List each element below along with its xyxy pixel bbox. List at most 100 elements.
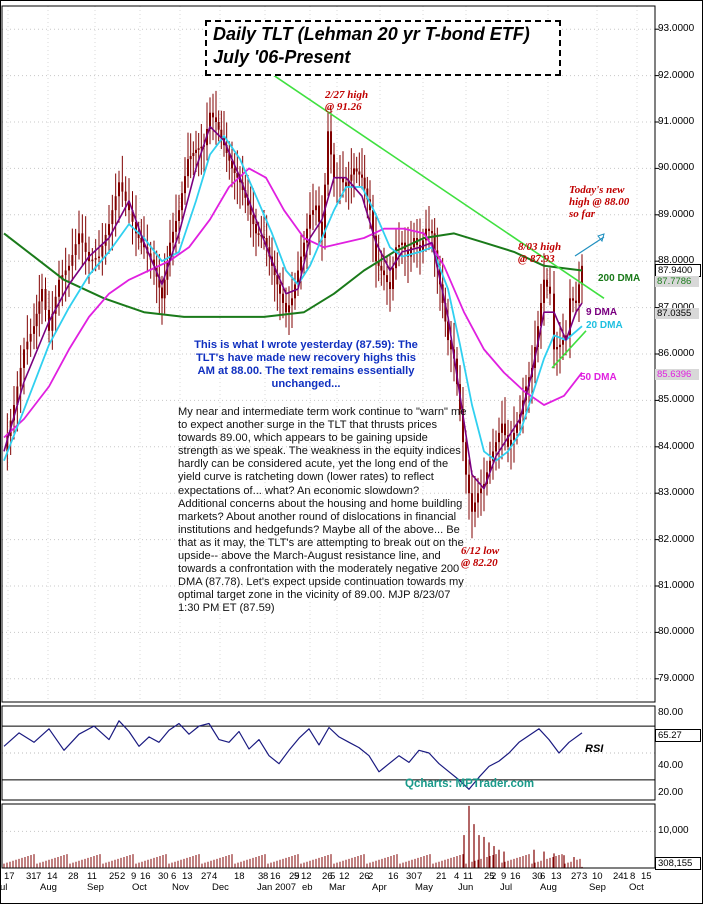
price-bar-body	[366, 188, 369, 200]
price-bar-body	[510, 439, 512, 447]
price-bar-body	[407, 249, 409, 257]
price-bar-body	[501, 423, 503, 433]
price-bar-body	[383, 270, 385, 276]
price-bar-body	[175, 220, 177, 232]
price-tick-label: 83.0000	[658, 487, 695, 499]
price-bar-body	[294, 284, 296, 299]
price-bar-body	[273, 265, 276, 276]
dma200-line	[3, 232, 583, 318]
price-bar-body	[291, 298, 293, 306]
x-tick-label: 2	[491, 871, 497, 882]
feb-high-line2: @ 91.26	[325, 101, 362, 113]
x-tick-label: 30	[158, 871, 169, 882]
price-panel-frame	[1, 5, 656, 703]
x-tick-label: 3	[582, 871, 588, 882]
todays-high-annotation: Today's new high @ 88.00 so far	[569, 184, 629, 220]
price-bar-body	[228, 152, 231, 161]
price-bar-body	[350, 174, 353, 181]
x-tick-label: 7	[417, 871, 423, 882]
price-bar-body	[377, 261, 380, 266]
price-bar-body	[135, 221, 137, 234]
x-month-label: Jul	[500, 882, 513, 893]
price-bar-body	[143, 242, 145, 248]
price-bar-body	[471, 493, 473, 512]
x-tick-label: 27	[201, 871, 212, 882]
price-bar-body	[38, 301, 41, 314]
support-channel-line	[551, 330, 587, 369]
price-bar-body	[439, 267, 441, 285]
rsi-tick-label: 80.00	[658, 706, 684, 718]
price-bar-body	[33, 326, 35, 334]
price-bar-body	[516, 423, 518, 433]
rsi-tick-label: 20.00	[658, 787, 684, 799]
price-bar-body	[161, 287, 163, 299]
rsi-value-tag: 65.27	[655, 729, 701, 742]
price-bar-body	[355, 168, 358, 172]
price-bar-body	[121, 182, 124, 192]
x-tick-label: 11	[463, 871, 473, 882]
price-bar-body	[572, 298, 574, 301]
price-bar-body	[345, 182, 347, 187]
price-bar-body	[78, 233, 80, 245]
price-bar-body	[372, 210, 374, 236]
price-bar-body	[172, 231, 174, 243]
price-bar-body	[288, 305, 290, 313]
price-bar-body	[263, 236, 265, 238]
price-bar-body	[189, 156, 192, 160]
jun-low-line2: @ 82.20	[461, 557, 498, 569]
price-bar-body	[447, 321, 449, 341]
price-bar-body	[401, 242, 403, 245]
price-bar-body	[268, 247, 271, 257]
price-bar-body	[114, 196, 117, 211]
price-bar-body	[431, 231, 433, 234]
price-bar-body	[358, 171, 361, 175]
x-tick-label: 8	[263, 871, 269, 882]
x-month-label: eb	[302, 882, 313, 893]
price-bar-body	[279, 284, 281, 294]
price-bar-body	[131, 210, 134, 222]
price-bar-body	[178, 210, 180, 221]
feb-high-line1: 2/27 high	[325, 89, 369, 101]
chart-subtitle: July '06-Present	[213, 47, 351, 67]
price-bar-body	[504, 423, 506, 436]
price-bar-body	[433, 233, 436, 251]
price-bar-body	[51, 313, 54, 331]
x-month-label: Jun	[458, 882, 474, 893]
price-bar-body	[546, 279, 548, 287]
commentary-body: My near and intermediate term work conti…	[178, 406, 467, 615]
price-bar-body	[562, 340, 564, 345]
price-bar-body	[13, 405, 15, 421]
price-bar-body	[35, 313, 38, 327]
volume-panel	[2, 805, 655, 868]
price-bar-body	[209, 112, 211, 129]
price-bar-body	[581, 265, 583, 285]
rsi-panel-frame	[1, 705, 656, 801]
price-bar-body	[392, 268, 394, 290]
price-bar-body	[537, 326, 539, 348]
price-bar-body	[247, 197, 249, 206]
price-bar-body	[257, 233, 260, 235]
price-bar-body	[419, 244, 421, 252]
dma50-price-tag: 85.6396	[655, 369, 699, 380]
price-bar-body	[444, 302, 447, 322]
price-bar-body	[124, 191, 127, 201]
x-tick-label: 4	[212, 871, 218, 882]
price-bar-body	[44, 289, 47, 310]
price-bar-body	[236, 173, 239, 178]
price-tick-label: 88.0000	[658, 255, 695, 267]
aug-high-line1: 8/03 high	[518, 241, 562, 253]
dma50-label: 50 DMA	[580, 372, 617, 383]
forecast-arrow	[574, 233, 605, 257]
x-tick-label: 21	[436, 871, 447, 882]
price-bar-body	[128, 200, 130, 211]
x-month-label: Dec	[212, 882, 229, 893]
price-tick-label: 81.0000	[658, 580, 695, 591]
price-bar-body	[428, 228, 430, 232]
x-tick-label: 8	[630, 871, 636, 882]
x-tick-label: 2	[368, 871, 374, 882]
rsi-label: RSI	[585, 743, 604, 755]
price-bar-body	[195, 149, 197, 153]
price-bar-body	[306, 228, 308, 243]
